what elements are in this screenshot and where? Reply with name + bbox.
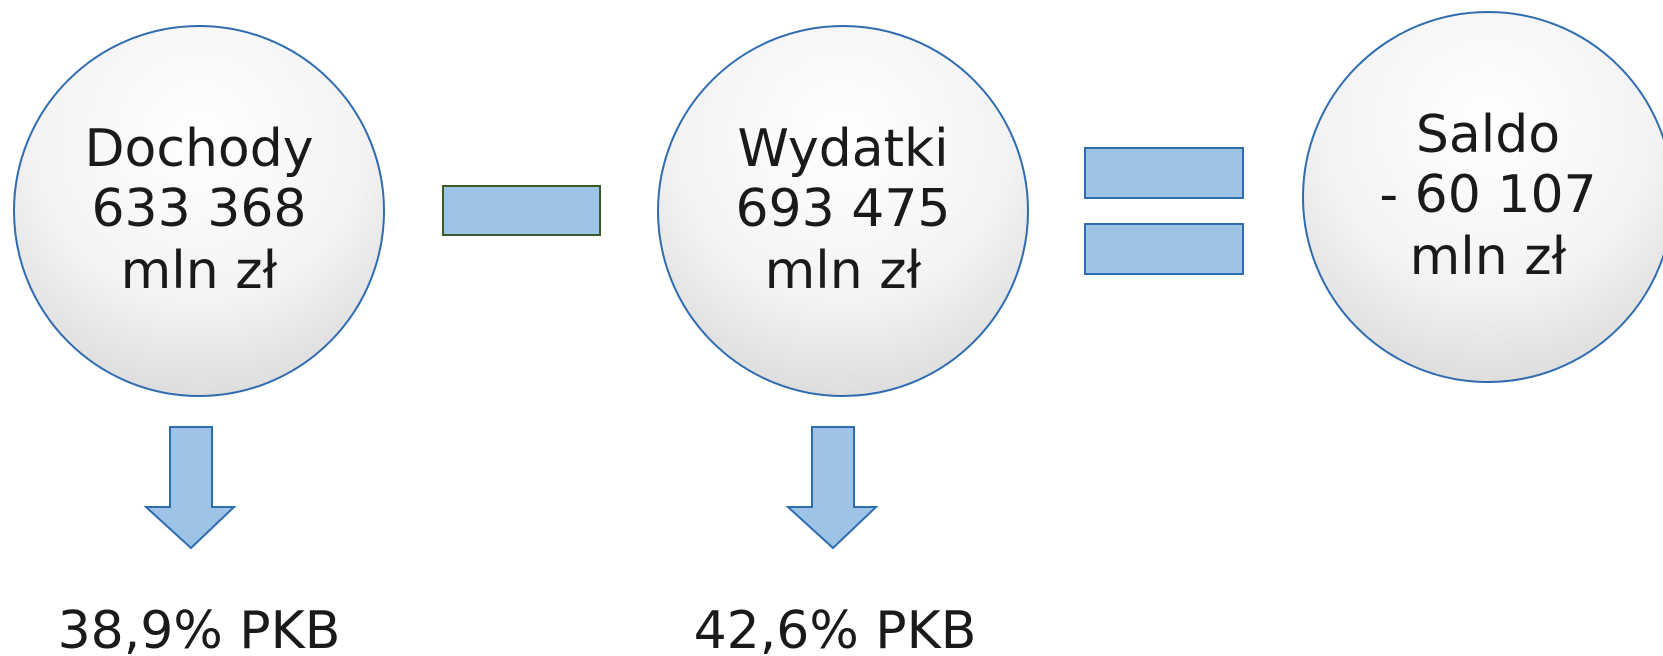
node-label: Wydatki [737,119,948,179]
node-circle [1302,11,1663,383]
node-label: Saldo [1416,105,1560,165]
node-value: 633 368 [91,179,306,239]
arrow-down [785,426,879,550]
equals-bar [1084,223,1244,275]
note: 38,9% PKB [58,601,341,656]
node-circle [13,25,385,397]
node-label: Dochody [85,119,314,179]
node-unit: mln zł [1410,227,1567,287]
node-unit: mln zł [121,241,278,301]
note: 42,6% PKB [694,601,977,656]
node-value: 693 475 [735,179,950,239]
minus-sign [442,185,601,236]
arrow-down [143,426,237,550]
node-value: - 60 107 [1379,165,1596,225]
equals-bar [1084,147,1244,199]
node-unit: mln zł [765,241,922,301]
node-circle [657,25,1029,397]
